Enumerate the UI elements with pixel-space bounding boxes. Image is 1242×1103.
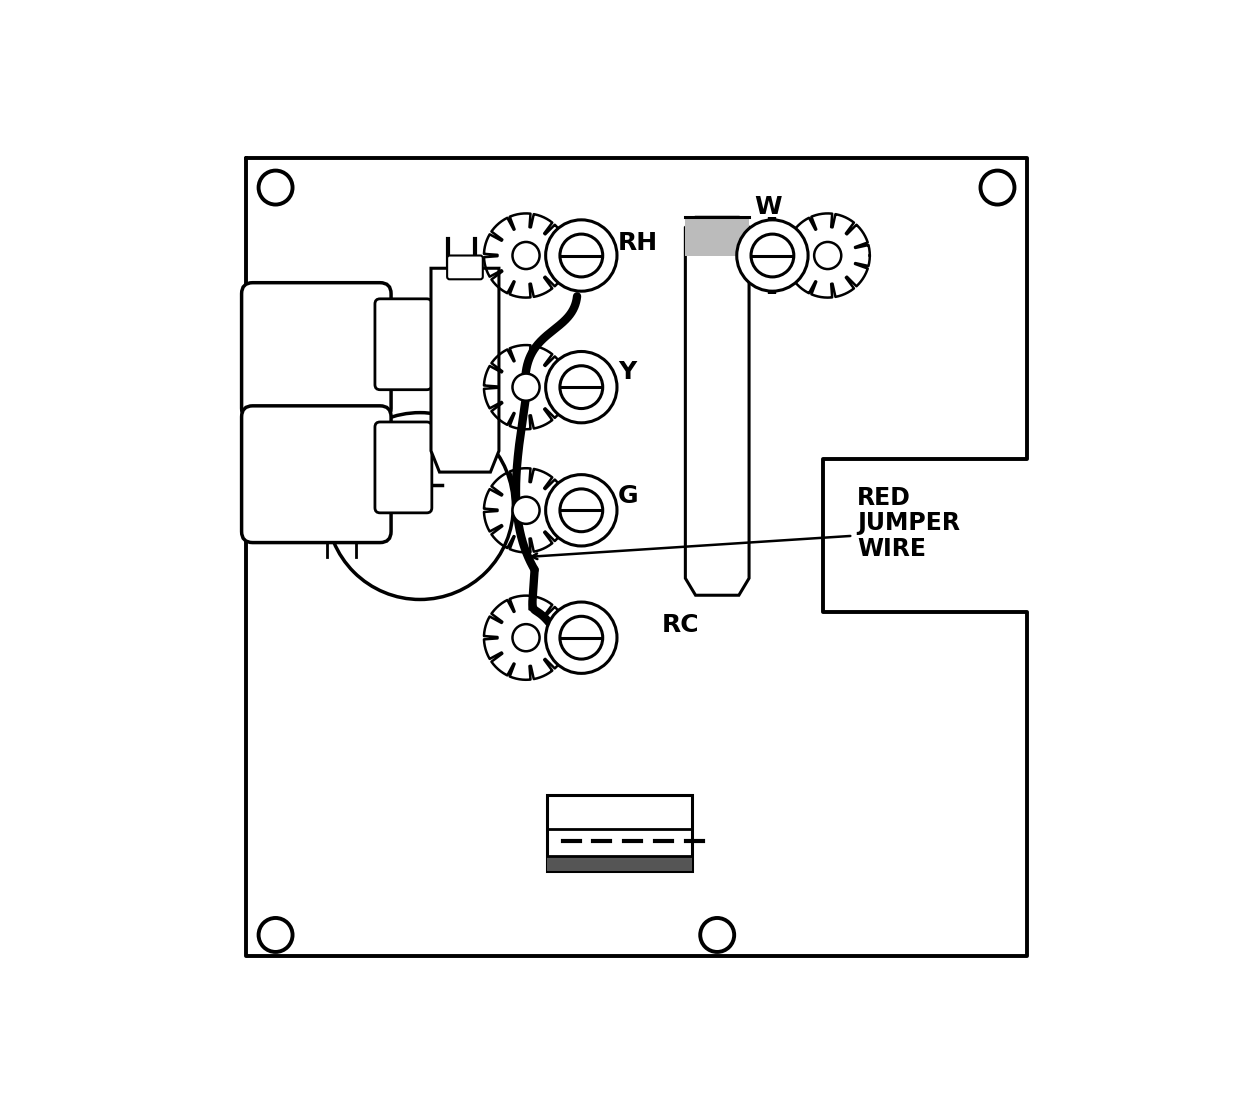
Text: RED: RED [857, 485, 912, 510]
Text: W: W [754, 195, 782, 219]
Bar [332, 318, 355, 406]
Circle shape [513, 242, 539, 269]
Circle shape [545, 219, 617, 291]
Circle shape [545, 352, 617, 422]
FancyBboxPatch shape [242, 282, 391, 419]
Circle shape [513, 624, 539, 651]
Bar [344, 437, 368, 525]
FancyBboxPatch shape [447, 256, 483, 279]
Bar [314, 437, 338, 525]
Bar [686, 217, 749, 256]
Text: Y: Y [617, 360, 636, 384]
Text: RH: RH [617, 231, 658, 255]
Text: RC: RC [662, 613, 699, 636]
Polygon shape [686, 217, 749, 596]
Text: WIRE: WIRE [857, 536, 927, 560]
FancyBboxPatch shape [242, 406, 391, 543]
Circle shape [545, 474, 617, 546]
Text: G: G [617, 484, 638, 507]
Polygon shape [431, 268, 499, 472]
Circle shape [737, 219, 809, 291]
Circle shape [513, 374, 539, 400]
Circle shape [815, 242, 841, 269]
FancyBboxPatch shape [375, 299, 432, 389]
Circle shape [545, 602, 617, 673]
Circle shape [513, 496, 539, 524]
Bar [548, 795, 692, 871]
Bar [548, 856, 692, 871]
FancyBboxPatch shape [375, 422, 432, 513]
Text: JUMPER: JUMPER [857, 511, 960, 535]
